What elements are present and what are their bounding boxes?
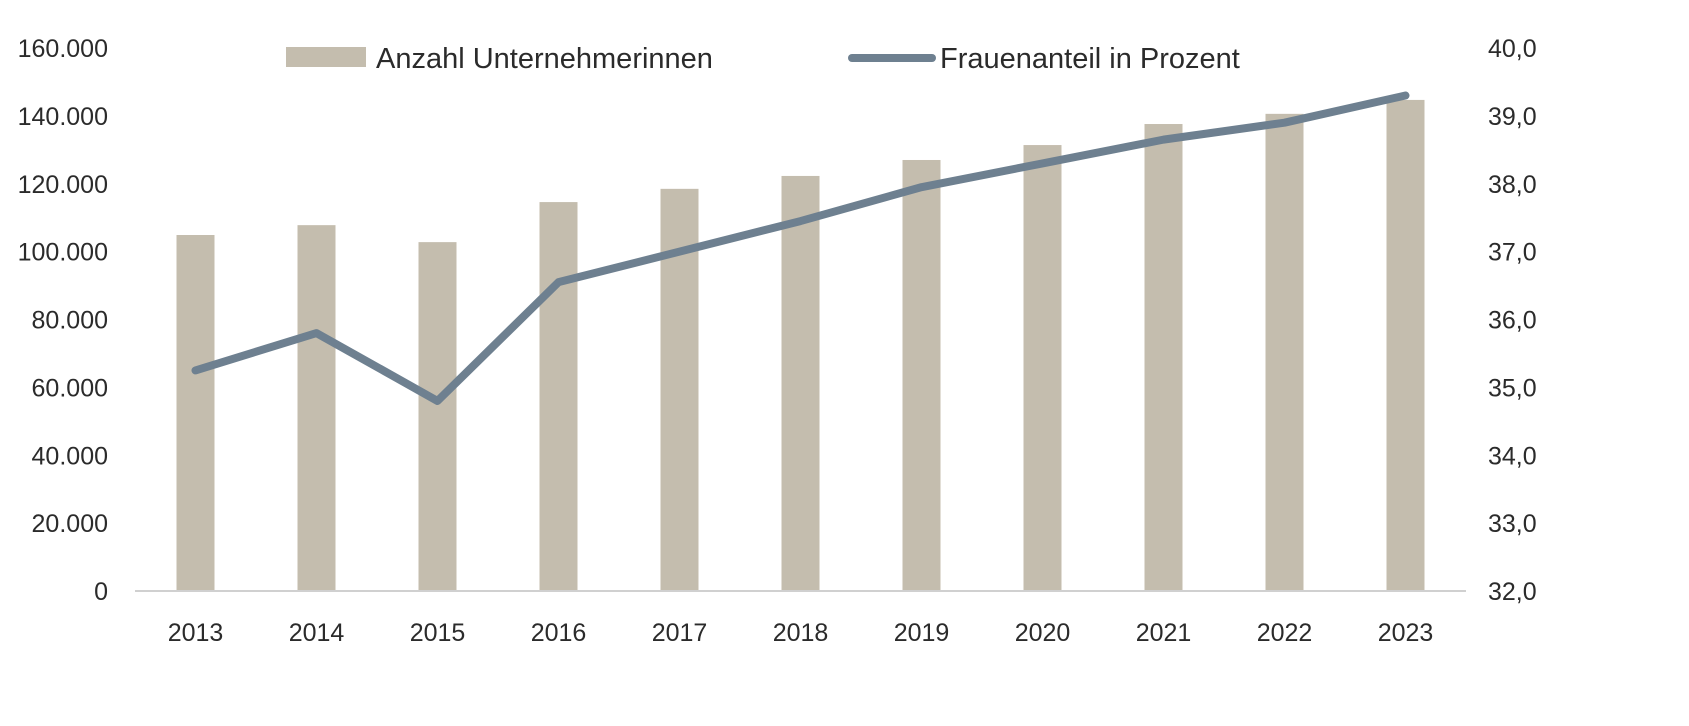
x-tick: 2019 xyxy=(894,619,950,647)
y-right-tick: 38,0 xyxy=(1488,171,1537,199)
x-tick: 2014 xyxy=(289,619,345,647)
y-left-tick: 160.000 xyxy=(18,35,108,63)
y-right-tick: 32,0 xyxy=(1488,578,1537,606)
bar-2020 xyxy=(1023,145,1062,591)
bar-series xyxy=(176,99,1425,592)
x-tick: 2016 xyxy=(531,619,587,647)
y-right-tick: 40,0 xyxy=(1488,35,1537,63)
y-right-tick: 34,0 xyxy=(1488,442,1537,470)
x-tick: 2013 xyxy=(168,619,224,647)
y-left-tick: 40.000 xyxy=(32,442,108,470)
x-tick: 2017 xyxy=(652,619,708,647)
bar-2014 xyxy=(297,225,336,591)
legend: Anzahl Unternehmerinnen Frauenanteil in … xyxy=(286,43,1240,75)
legend-bar-label: Anzahl Unternehmerinnen xyxy=(376,43,713,75)
y-right-tick: 36,0 xyxy=(1488,307,1537,335)
bar-2016 xyxy=(539,202,578,592)
x-tick: 2023 xyxy=(1378,619,1434,647)
y-left-tick: 0 xyxy=(94,578,108,606)
x-tick: 2021 xyxy=(1136,619,1192,647)
y-left-tick: 120.000 xyxy=(18,171,108,199)
y-right-tick: 39,0 xyxy=(1488,103,1537,131)
x-tick: 2018 xyxy=(773,619,829,647)
y-left-tick: 80.000 xyxy=(32,307,108,335)
y-right-tick: 37,0 xyxy=(1488,239,1537,267)
x-tick: 2015 xyxy=(410,619,466,647)
y-left-tick: 20.000 xyxy=(32,510,108,538)
x-axis-labels: 2013 2014 2015 2016 2017 2018 2019 2020 2021 2022… xyxy=(168,619,1434,647)
y-right-tick: 35,0 xyxy=(1488,374,1537,402)
bar-2018 xyxy=(781,175,820,591)
y-left-tick: 100.000 xyxy=(18,239,108,267)
bar-2013 xyxy=(176,234,215,592)
bar-2015 xyxy=(418,242,457,591)
y-left-tick: 140.000 xyxy=(18,103,108,131)
legend-line-label: Frauenanteil in Prozent xyxy=(940,43,1240,75)
y-right-tick: 33,0 xyxy=(1488,510,1537,538)
bar-2022 xyxy=(1265,113,1304,592)
bar-2023 xyxy=(1386,99,1425,591)
line-series xyxy=(191,91,1410,405)
y-axis-right: 32,0 33,0 34,0 35,0 36,0 37,0 38,0 39,0 40,0 xyxy=(1488,35,1537,606)
y-axis-left: 0 20.000 40.000 60.000 80.000 100.000 120.000 1… xyxy=(18,35,108,606)
x-tick: 2022 xyxy=(1257,619,1313,647)
bar-2019 xyxy=(902,159,941,591)
x-tick: 2020 xyxy=(1015,619,1071,647)
y-left-tick: 60.000 xyxy=(32,374,108,402)
legend-bar-swatch xyxy=(286,47,366,67)
bar-2021 xyxy=(1144,124,1183,592)
